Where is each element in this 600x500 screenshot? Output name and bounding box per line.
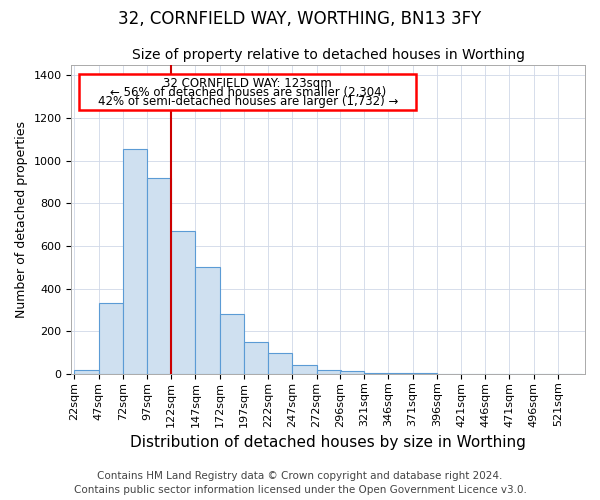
Bar: [364, 373, 388, 374]
Bar: [220, 314, 244, 374]
Bar: [292, 366, 317, 374]
Y-axis label: Number of detached properties: Number of detached properties: [15, 120, 28, 318]
Bar: [123, 149, 147, 374]
Title: Size of property relative to detached houses in Worthing: Size of property relative to detached ho…: [132, 48, 525, 62]
Text: 32 CORNFIELD WAY: 123sqm: 32 CORNFIELD WAY: 123sqm: [163, 76, 332, 90]
Text: 32, CORNFIELD WAY, WORTHING, BN13 3FY: 32, CORNFIELD WAY, WORTHING, BN13 3FY: [118, 10, 482, 28]
Bar: [98, 304, 123, 374]
Bar: [244, 342, 268, 374]
X-axis label: Distribution of detached houses by size in Worthing: Distribution of detached houses by size …: [130, 435, 526, 450]
FancyBboxPatch shape: [79, 74, 416, 110]
Text: 42% of semi-detached houses are larger (1,732) →: 42% of semi-detached houses are larger (…: [98, 95, 398, 108]
Bar: [317, 370, 341, 374]
Bar: [340, 370, 364, 374]
Bar: [147, 178, 171, 374]
Text: ← 56% of detached houses are smaller (2,304): ← 56% of detached houses are smaller (2,…: [110, 86, 386, 99]
Bar: [74, 370, 98, 374]
Text: Contains HM Land Registry data © Crown copyright and database right 2024.
Contai: Contains HM Land Registry data © Crown c…: [74, 471, 526, 495]
Bar: [171, 231, 196, 374]
Bar: [268, 352, 292, 374]
Bar: [196, 267, 220, 374]
